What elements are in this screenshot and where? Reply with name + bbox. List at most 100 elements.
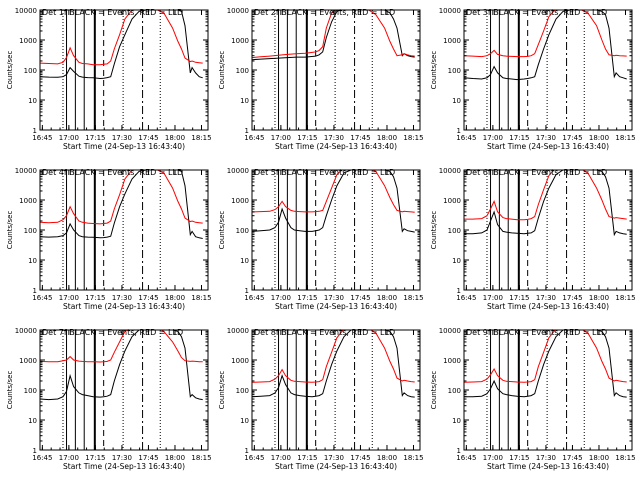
panel-det-5: 1 10 100 1000 10000 16:45 17:00 17:15 17:30 17:45… xyxy=(218,167,424,311)
y-tick-label: 10 xyxy=(28,257,37,265)
series-group xyxy=(40,10,203,80)
x-tick-label: 18:00 xyxy=(589,134,609,142)
y-tick-label: 10000 xyxy=(227,167,249,175)
x-tick-label: 18:00 xyxy=(165,134,185,142)
plot-frame xyxy=(39,169,209,291)
plot-frame xyxy=(39,329,209,451)
series-events-line xyxy=(40,10,203,80)
y-tick-label: 1 xyxy=(245,287,249,295)
panel-det-9: 1 10 100 1000 10000 16:45 17:00 17:15 17:30 17:45… xyxy=(430,327,636,471)
x-tick-label: 17:30 xyxy=(112,134,132,142)
y-tick-label: 10 xyxy=(452,417,461,425)
x-tick-label: 17:15 xyxy=(509,134,529,142)
y-axis-label: Counts/sec xyxy=(6,211,14,250)
panel-title: Det 4f BLACK = Events, RED = LLD xyxy=(42,168,183,177)
panel-det-7: 1 10 100 1000 10000 16:45 17:00 17:15 17:30 17:45… xyxy=(6,327,212,471)
y-tick-label: 10000 xyxy=(439,327,461,335)
series-lld-line xyxy=(252,330,415,383)
y-tick-label: 1000 xyxy=(19,37,37,45)
panel-title: Det 8f BLACK = Events, RED = LLD xyxy=(254,328,395,337)
y-axis-label: Counts/sec xyxy=(430,211,438,250)
series-lld-line xyxy=(464,10,627,58)
y-tick-label: 100 xyxy=(24,387,37,395)
panel-det-8: 1 10 100 1000 10000 16:45 17:00 17:15 17:30 17:45… xyxy=(218,327,424,471)
x-axis-label: Start Time (24-Sep-13 16:43:40) xyxy=(275,302,397,311)
x-tick-label: 17:15 xyxy=(85,294,105,302)
x-tick-label: 17:30 xyxy=(536,294,556,302)
y-tick-label: 1000 xyxy=(231,197,249,205)
x-axis-label: Start Time (24-Sep-13 16:43:40) xyxy=(487,302,609,311)
y-tick-label: 100 xyxy=(236,387,249,395)
series-lld-line xyxy=(464,330,627,383)
marker-lines xyxy=(486,10,585,130)
x-tick-label: 16:45 xyxy=(244,454,264,462)
panel-title: Det 7f BLACK = Events, RED = LLD xyxy=(42,328,183,337)
x-tick-label: 17:00 xyxy=(483,134,503,142)
x-axis-label: Start Time (24-Sep-13 16:43:40) xyxy=(63,302,185,311)
x-tick-label: 16:45 xyxy=(456,294,476,302)
x-tick-label: 17:45 xyxy=(350,294,370,302)
y-tick-label: 1000 xyxy=(19,357,37,365)
x-tick-label: 16:45 xyxy=(32,294,52,302)
x-tick-label: 18:15 xyxy=(615,454,635,462)
x-tick-label: 17:45 xyxy=(350,454,370,462)
panel-title: Det 2f BLACK = Events, RED = LLD xyxy=(254,8,395,17)
x-tick-label: 17:30 xyxy=(536,134,556,142)
y-tick-label: 1 xyxy=(245,127,249,135)
series-lld-line xyxy=(40,170,203,225)
x-tick-label: 17:00 xyxy=(59,294,79,302)
y-tick-label: 1 xyxy=(457,447,461,455)
y-tick-label: 1000 xyxy=(231,37,249,45)
series-group xyxy=(40,170,203,239)
x-axis-label: Start Time (24-Sep-13 16:43:40) xyxy=(487,142,609,151)
series-events-line xyxy=(40,330,203,401)
y-tick-label: 10000 xyxy=(227,327,249,335)
x-tick-label: 17:00 xyxy=(59,134,79,142)
y-tick-label: 100 xyxy=(24,67,37,75)
x-axis-label: Start Time (24-Sep-13 16:43:40) xyxy=(487,462,609,471)
series-lld-line xyxy=(252,10,415,59)
y-tick-label: 10000 xyxy=(439,7,461,15)
marker-lines xyxy=(274,10,373,130)
y-tick-label: 10 xyxy=(240,417,249,425)
series-events-line xyxy=(40,170,203,239)
y-tick-label: 100 xyxy=(236,227,249,235)
x-tick-label: 17:45 xyxy=(562,454,582,462)
x-axis-label: Start Time (24-Sep-13 16:43:40) xyxy=(275,462,397,471)
x-tick-label: 17:45 xyxy=(138,134,158,142)
series-group xyxy=(40,330,203,401)
x-tick-label: 18:15 xyxy=(403,134,423,142)
y-tick-label: 100 xyxy=(24,227,37,235)
x-tick-label: 18:00 xyxy=(377,294,397,302)
x-tick-label: 17:15 xyxy=(509,454,529,462)
marker-lines xyxy=(486,330,585,450)
panel-title: Det 6f BLACK = Events, RED = LLD xyxy=(466,168,607,177)
panel-det-4: 1 10 100 1000 10000 16:45 17:00 17:15 17:30 17:45… xyxy=(6,167,212,311)
y-tick-label: 1000 xyxy=(19,197,37,205)
x-tick-label: 16:45 xyxy=(32,454,52,462)
y-tick-label: 10 xyxy=(240,257,249,265)
x-tick-label: 18:00 xyxy=(589,294,609,302)
x-tick-label: 17:00 xyxy=(483,454,503,462)
y-tick-label: 10000 xyxy=(439,167,461,175)
x-tick-label: 18:15 xyxy=(403,454,423,462)
x-axis-label: Start Time (24-Sep-13 16:43:40) xyxy=(275,142,397,151)
x-tick-label: 17:00 xyxy=(483,294,503,302)
marker-lines xyxy=(274,170,373,290)
x-tick-label: 16:45 xyxy=(244,294,264,302)
series-lld-line xyxy=(464,170,627,221)
series-events-line xyxy=(252,170,415,233)
panel-title: Det 5f BLACK = Events, RED = LLD xyxy=(254,168,395,177)
x-axis-label: Start Time (24-Sep-13 16:43:40) xyxy=(63,142,185,151)
x-tick-label: 17:45 xyxy=(562,134,582,142)
x-tick-label: 17:15 xyxy=(297,134,317,142)
x-tick-label: 17:45 xyxy=(562,294,582,302)
y-tick-label: 100 xyxy=(448,227,461,235)
x-tick-label: 16:45 xyxy=(244,134,264,142)
y-axis-label: Counts/sec xyxy=(430,371,438,410)
x-tick-label: 18:15 xyxy=(615,134,635,142)
marker-lines xyxy=(62,170,161,290)
series-group xyxy=(464,10,627,81)
x-tick-label: 17:45 xyxy=(138,294,158,302)
